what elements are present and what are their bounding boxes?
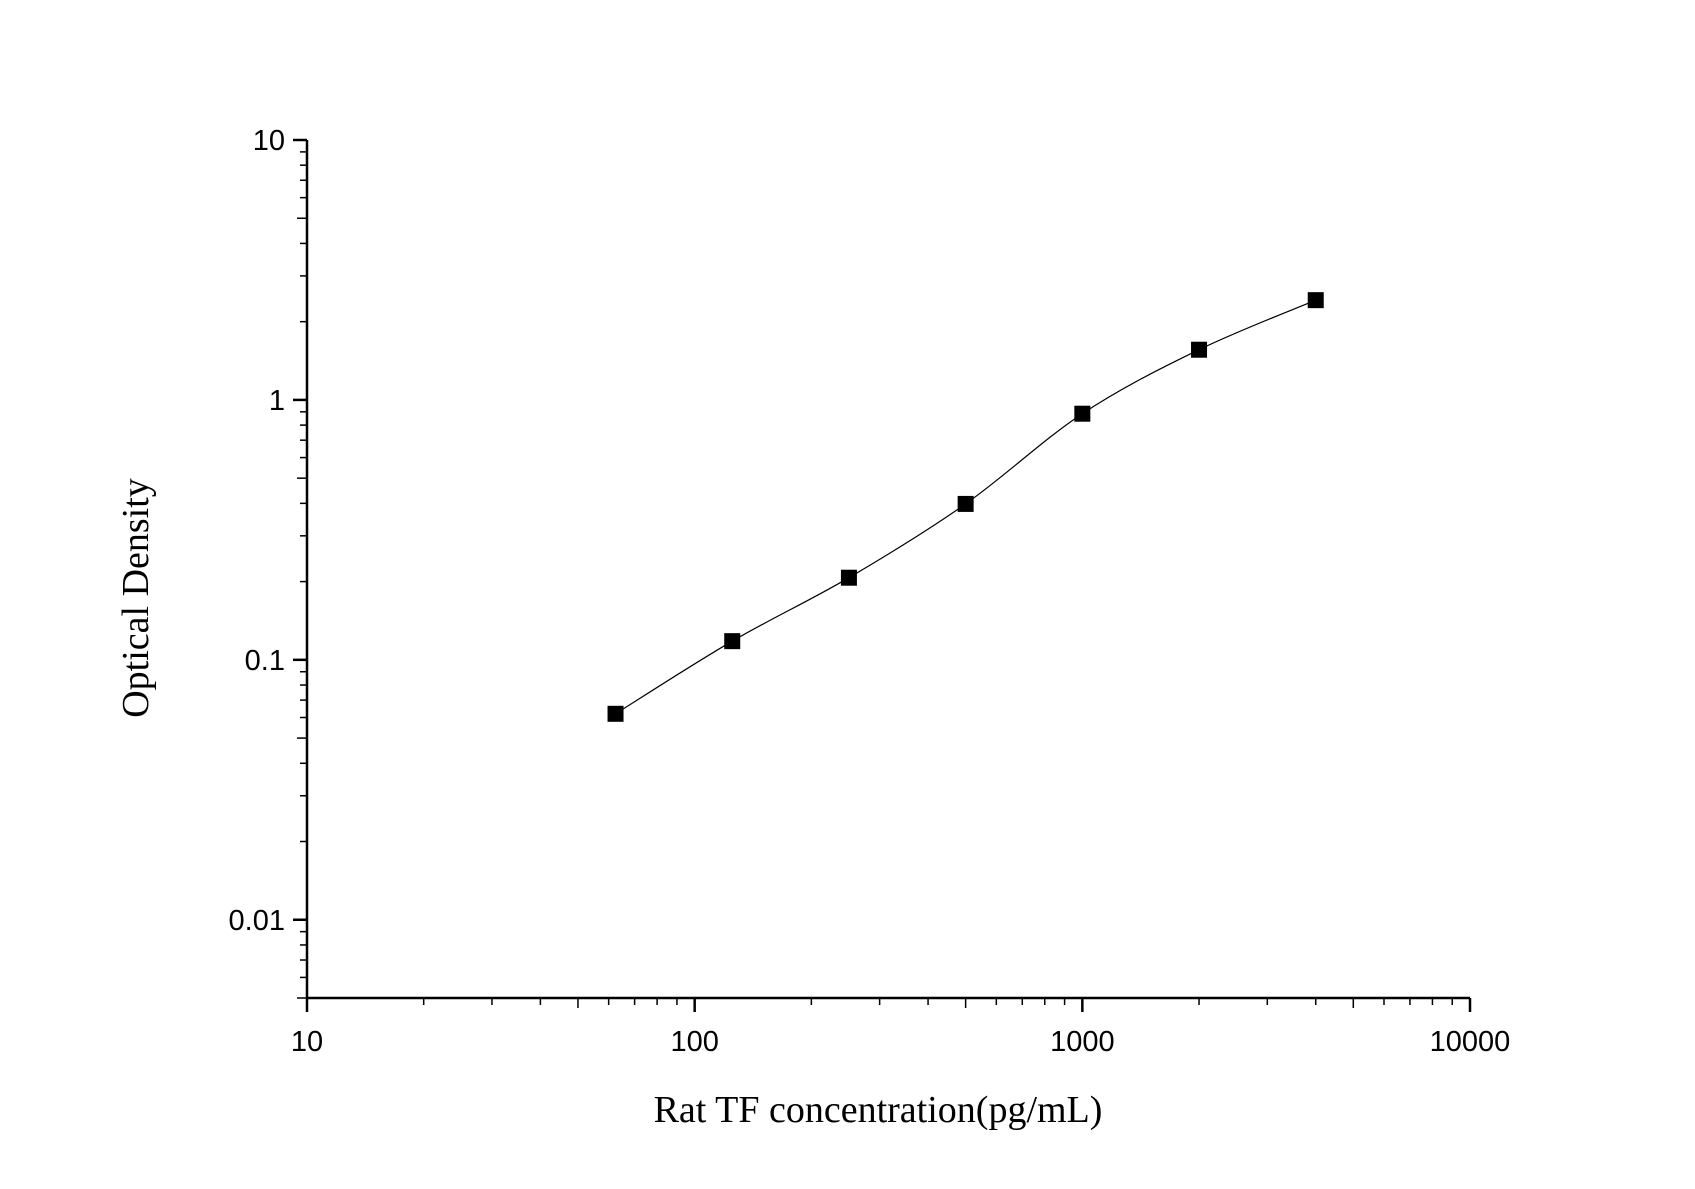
x-axis-title: Rat TF concentration(pg/mL) — [654, 1089, 1103, 1131]
x-tick-label: 100 — [670, 1026, 718, 1058]
data-point — [957, 495, 974, 512]
data-point — [1191, 341, 1208, 358]
data-point — [607, 705, 624, 722]
y-tick-label: 1 — [269, 385, 285, 417]
y-tick-label: 0.1 — [245, 645, 285, 677]
x-tick-label: 1000 — [1050, 1026, 1115, 1058]
y-tick-label: 0.01 — [229, 905, 285, 937]
axes: 10 100 1000 10000 0.01 0.1 1 10 — [229, 125, 1511, 1058]
y-tick-label: 10 — [253, 125, 285, 157]
plot-area — [607, 292, 1324, 722]
data-point — [840, 569, 857, 586]
data-point — [1074, 405, 1091, 422]
data-point — [1307, 292, 1324, 309]
x-tick-label: 10 — [291, 1026, 323, 1058]
data-point — [724, 633, 741, 650]
y-axis-title: Optical Density — [115, 478, 157, 718]
x-tick-label: 10000 — [1430, 1026, 1511, 1058]
